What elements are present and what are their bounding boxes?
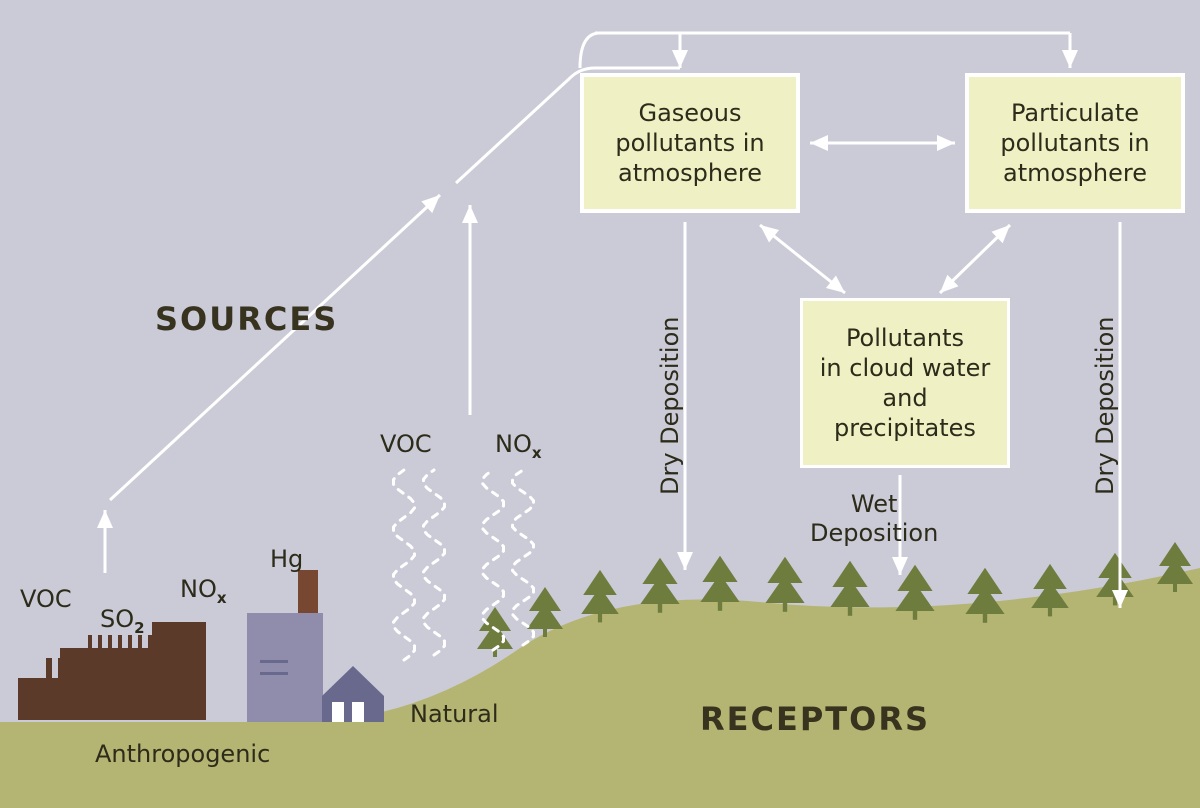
box-particulate: Particulate pollutants in atmosphere	[965, 73, 1185, 213]
label-anth_voc: VOC	[20, 585, 72, 613]
label-nat_voc: VOC	[380, 430, 432, 458]
label-nat_nox: NOx	[495, 430, 542, 462]
label-anth_nox: NOx	[180, 575, 227, 607]
label-anth_hg: Hg	[270, 545, 303, 573]
label-anth_so2: SO2	[100, 605, 145, 637]
heading-sources: SOURCES	[155, 300, 338, 338]
label-natural: Natural	[410, 700, 499, 728]
label-anthropogenic: Anthropogenic	[95, 740, 270, 768]
box-gaseous: Gaseous pollutants in atmosphere	[580, 73, 800, 213]
heading-receptors: RECEPTORS	[700, 700, 930, 738]
label-dry1: Dry Deposition	[656, 317, 684, 496]
label-wet: Wet Deposition	[810, 490, 938, 548]
label-dry2: Dry Deposition	[1091, 317, 1119, 496]
box-cloud: Pollutants in cloud water and precipitat…	[800, 298, 1010, 468]
